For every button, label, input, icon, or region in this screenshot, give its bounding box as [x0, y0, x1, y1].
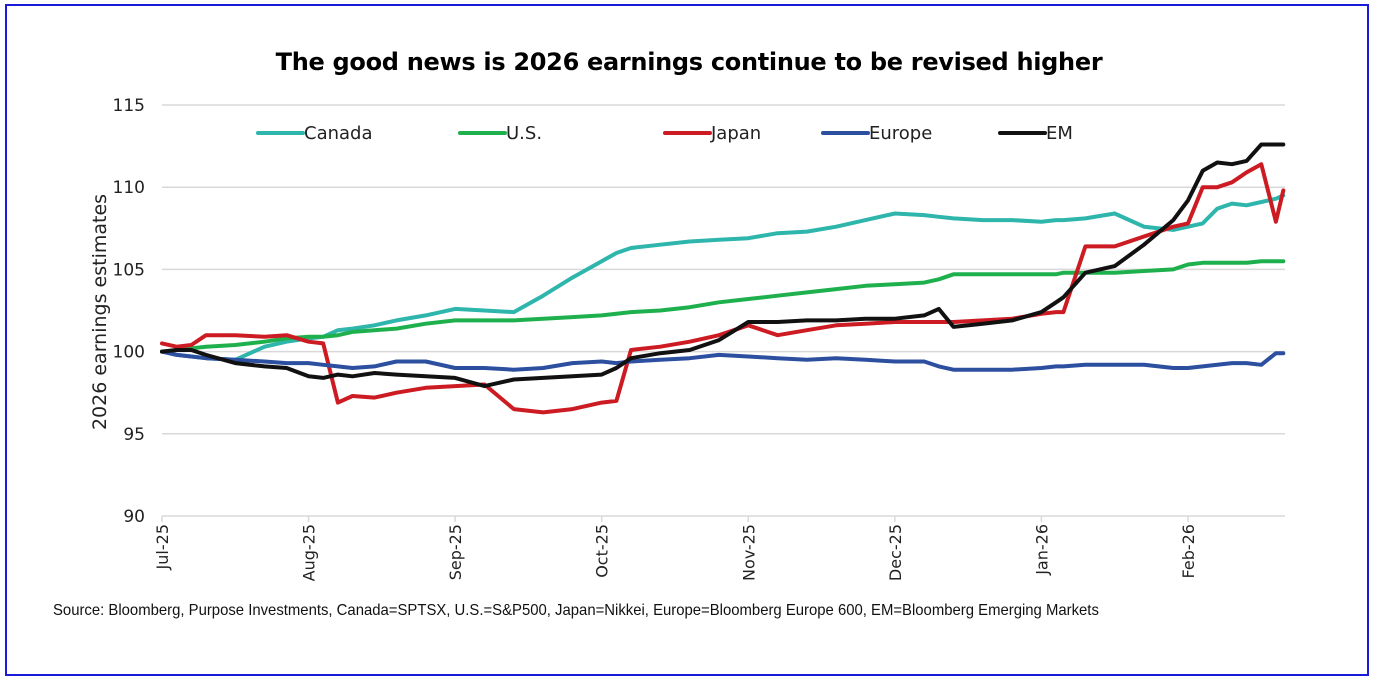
chart-title: The good news is 2026 earnings continue … — [275, 48, 1103, 76]
legend-item: Japan — [663, 123, 761, 144]
legend: Canada U.S. Japan Europe EM — [256, 123, 1073, 144]
source-note: Source: Bloomberg, Purpose Investments, … — [53, 602, 1099, 619]
series-lines — [160, 142, 1286, 415]
y-tick-label: 105 — [113, 260, 145, 280]
x-tick-label: Dec-25 — [886, 524, 905, 581]
x-axis-ticks: Jul-25 Aug-25 Sep-25 Oct-25 Nov-25 Dec-25 Jan-… — [153, 516, 1198, 581]
x-tick-label: Oct-25 — [593, 524, 612, 578]
x-tick-label: Feb-26 — [1179, 524, 1198, 578]
x-tick-label: Nov-25 — [739, 524, 758, 581]
legend-item: Europe — [821, 123, 932, 144]
y-tick-label: 90 — [123, 507, 145, 527]
legend-label: EM — [1046, 123, 1073, 144]
y-axis-ticks: 90 95 100 105 110 115 — [113, 96, 145, 527]
legend-item: EM — [998, 123, 1073, 144]
legend-item: U.S. — [458, 123, 542, 144]
legend-label: U.S. — [506, 123, 542, 144]
y-tick-label: 95 — [123, 425, 145, 445]
x-tick-label: Aug-25 — [300, 524, 319, 581]
series-line-em — [160, 142, 1286, 389]
y-axis-label: 2026 earnings estimates — [89, 194, 111, 430]
series-line-us — [160, 259, 1286, 354]
series-line-europe — [160, 349, 1286, 372]
legend-label: Japan — [710, 123, 761, 144]
chart-frame — [5, 4, 1369, 676]
gridlines — [162, 104, 1285, 517]
y-tick-label: 100 — [113, 343, 145, 363]
y-tick-label: 110 — [113, 178, 145, 198]
y-tick-label: 115 — [113, 96, 145, 116]
x-tick-label: Jul-25 — [153, 524, 172, 570]
legend-label: Canada — [304, 123, 373, 144]
legend-item: Canada — [256, 123, 373, 144]
x-tick-label: Sep-25 — [446, 524, 465, 580]
x-tick-label: Jan-26 — [1032, 524, 1051, 576]
legend-label: Europe — [869, 123, 932, 144]
